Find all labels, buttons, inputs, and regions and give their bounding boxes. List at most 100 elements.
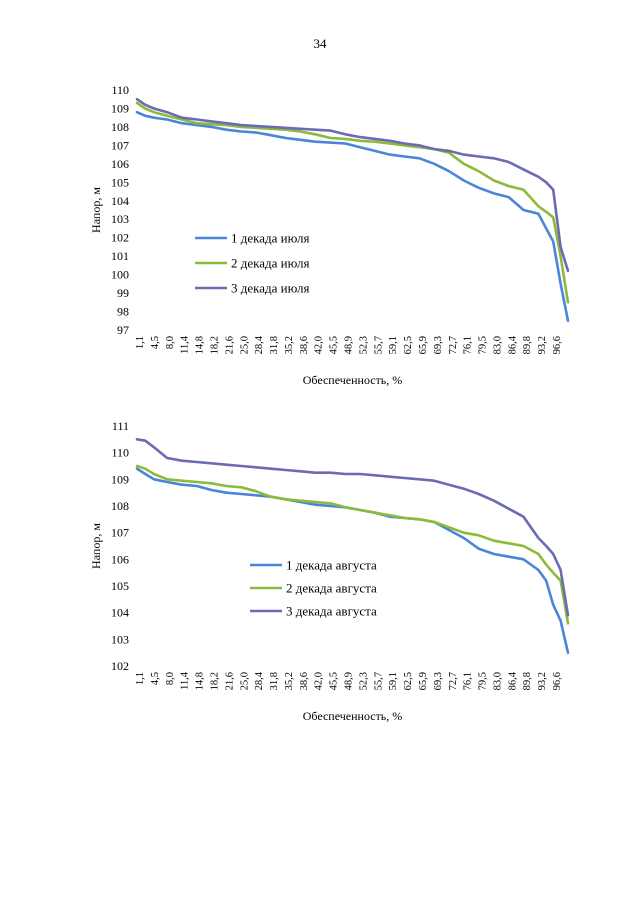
x-tick-label: 79,5 [478,672,489,690]
x-tick-label: 18,2 [209,336,220,354]
y-tick-label: 107 [111,138,129,152]
x-tick-label: 89,8 [522,672,533,690]
y-tick-label: 107 [111,526,129,540]
y-tick-label: 109 [111,101,129,115]
y-tick-label: 104 [111,606,129,620]
y-tick-label: 99 [117,286,129,300]
x-tick-label: 1,1 [135,672,146,685]
legend-label-2: 2 декада июля [231,256,309,271]
x-tick-label: 69,3 [433,672,444,690]
y-tick-label: 108 [111,120,129,134]
x-tick-label: 8,0 [165,336,176,349]
x-tick-label: 42,0 [314,672,325,690]
chart-august: 102 103 104 105 106 107 108 109 110 111 1,1 4,5 8,0 1… [89,419,570,723]
x-tick-label: 72,7 [448,672,459,690]
y-tick-label: 108 [111,499,129,513]
x-tick-label: 45,5 [329,336,340,354]
x-tick-label: 45,5 [329,672,340,690]
x-tick-label: 52,3 [358,672,369,690]
x-tick-label: 55,7 [373,672,384,690]
x-tick-label: 1,1 [135,336,146,349]
x-tick-label: 4,5 [150,672,161,685]
x-tick-label: 62,5 [403,336,414,354]
x-tick-label: 25,0 [239,336,250,354]
legend-label-1: 1 декада августа [286,558,377,573]
x-tick-label: 96,6 [552,672,563,690]
x-tick-label: 18,2 [209,672,220,690]
x-tick-label: 76,1 [463,336,474,354]
y-tick-label: 103 [111,632,129,646]
x-tick-label: 14,8 [195,672,206,690]
y-tick-label: 110 [111,83,129,97]
x-tick-label: 86,4 [507,671,518,690]
x-tick-label: 48,9 [344,336,355,354]
series-line-2 [135,464,570,625]
x-tick-label: 89,8 [522,336,533,354]
legend-label-3: 3 декада июля [231,281,309,296]
x-tick-label: 79,5 [478,336,489,354]
y-axis-title: Напор, м [89,523,103,569]
series-line-3 [135,437,570,617]
x-tick-label: 96,6 [552,336,563,354]
x-tick-label: 25,0 [239,672,250,690]
x-tick-label: 93,2 [537,672,548,690]
x-tick-label: 11,4 [180,671,191,690]
x-tick-label: 59,1 [388,336,399,354]
x-tick-label: 14,8 [195,336,206,354]
y-tick-label: 109 [111,472,129,486]
x-tick-label: 38,6 [299,672,310,690]
x-tick-label: 21,6 [224,672,235,690]
x-tick-label: 83,0 [492,672,503,690]
x-tick-label: 28,4 [254,671,265,690]
x-tick-label: 31,8 [269,672,280,690]
x-tick-label: 52,3 [358,336,369,354]
series-line-1 [135,110,570,323]
legend-label-1: 1 декада июля [231,231,309,246]
y-tick-label: 110 [111,446,129,460]
series-line-3 [135,97,570,273]
y-tick-label: 111 [112,419,129,433]
x-axis-title: Обеспеченность, % [303,373,403,387]
x-tick-label: 93,2 [537,336,548,354]
y-tick-label: 102 [111,231,129,245]
x-tick-label: 86,4 [507,335,518,354]
x-axis-title: Обеспеченность, % [303,709,403,723]
y-tick-label: 100 [111,268,129,282]
legend-label-3: 3 декада августа [286,604,377,619]
x-tick-label: 55,7 [373,336,384,354]
x-tick-label: 38,6 [299,336,310,354]
y-tick-label: 105 [111,579,129,593]
x-tick-label: 83,0 [492,336,503,354]
x-tick-label: 21,6 [224,336,235,354]
chart-july: 97 98 99 100 101 102 103 104 105 106 107 108 109 110 1… [89,83,570,387]
y-tick-label: 106 [111,157,129,171]
x-tick-label: 35,2 [284,336,295,354]
y-tick-label: 102 [111,659,129,673]
series-line-2 [135,101,570,304]
x-tick-label: 11,4 [180,335,191,354]
x-tick-label: 59,1 [388,672,399,690]
x-tick-label: 48,9 [344,672,355,690]
x-tick-label: 65,9 [418,336,429,354]
y-tick-label: 106 [111,552,129,566]
y-tick-label: 98 [117,305,129,319]
y-tick-label: 104 [111,194,129,208]
x-tick-label: 4,5 [150,336,161,349]
page-number: 34 [313,36,327,51]
x-tick-label: 31,8 [269,336,280,354]
y-axis-title: Напор, м [89,187,103,233]
x-tick-label: 72,7 [448,336,459,354]
x-tick-label: 35,2 [284,672,295,690]
y-tick-label: 105 [111,175,129,189]
x-tick-label: 62,5 [403,672,414,690]
x-tick-label: 28,4 [254,335,265,354]
legend-label-2: 2 декада августа [286,581,377,596]
x-tick-label: 65,9 [418,672,429,690]
y-tick-label: 101 [111,249,129,263]
x-tick-label: 69,3 [433,336,444,354]
y-tick-label: 103 [111,212,129,226]
x-tick-label: 42,0 [314,336,325,354]
x-tick-label: 76,1 [463,672,474,690]
x-tick-label: 8,0 [165,672,176,685]
y-tick-label: 97 [117,323,129,337]
